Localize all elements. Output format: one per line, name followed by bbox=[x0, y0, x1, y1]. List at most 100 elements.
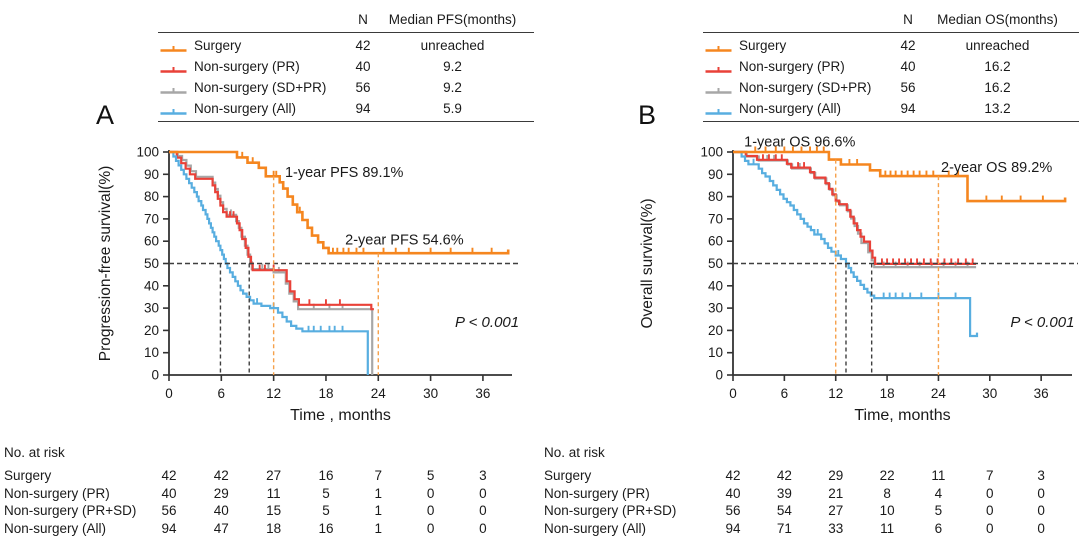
y-tick-label: 90 bbox=[708, 167, 723, 182]
risk-count: 0 bbox=[1037, 503, 1045, 518]
risk-count: 42 bbox=[213, 468, 229, 483]
risk-count: 16 bbox=[318, 520, 334, 536]
risk-count: 0 bbox=[426, 503, 435, 518]
risk-count: 3 bbox=[479, 468, 487, 483]
risk-count: 0 bbox=[479, 503, 487, 518]
risk-count: 0 bbox=[986, 485, 994, 501]
series-surgery bbox=[169, 150, 510, 255]
risk-count: 11 bbox=[931, 468, 946, 483]
y-tick-label: 80 bbox=[144, 189, 159, 204]
annotation-1-year-pfs-89-1: 1-year PFS 89.1% bbox=[285, 165, 404, 181]
x-tick-label: 36 bbox=[1034, 386, 1049, 401]
x-tick-label: 6 bbox=[781, 386, 789, 401]
risk-table-pfs: No. at risk Surgery 42 42 27 16 7 5 3 Non-surgery… bbox=[0, 443, 540, 551]
legend-col-header-n: N bbox=[358, 12, 368, 27]
risk-count: 3 bbox=[1037, 468, 1045, 483]
y-tick-label: 80 bbox=[708, 189, 723, 204]
legend-key-line-icon bbox=[705, 109, 732, 115]
series-surgery bbox=[733, 150, 1067, 203]
risk-table-os: No. at risk Surgery 42 42 29 22 11 7 3 Non-surger… bbox=[540, 443, 1080, 551]
legend-key-line-icon bbox=[160, 88, 187, 94]
censor-ticks-non-surgery-all bbox=[256, 298, 344, 331]
risk-row-non-surgery-pr-sd: Non-surgery (PR+SD) 56 40 15 5 1 0 0 bbox=[0, 502, 540, 519]
risk-count: 0 bbox=[426, 485, 435, 501]
y-tick-label: 0 bbox=[151, 368, 159, 383]
y-tick-label: 40 bbox=[708, 278, 723, 293]
risk-count: 56 bbox=[161, 503, 177, 518]
legend-key-line-icon bbox=[705, 88, 732, 94]
risk-count: 0 bbox=[426, 520, 435, 536]
legend-key-line-icon bbox=[160, 109, 187, 115]
risk-count: 5 bbox=[426, 468, 435, 483]
risk-count: 0 bbox=[479, 520, 487, 536]
legend-median-value: 13.2 bbox=[984, 101, 1011, 116]
risk-count: 47 bbox=[213, 520, 229, 536]
legend-swatch bbox=[160, 40, 187, 61]
y-tick-label: 50 bbox=[708, 256, 723, 271]
risk-count: 56 bbox=[725, 503, 741, 518]
risk-count: 42 bbox=[776, 468, 792, 483]
risk-count: 94 bbox=[725, 520, 741, 536]
panel-label-a: A bbox=[96, 100, 115, 130]
risk-table-title: No. at risk bbox=[544, 445, 605, 460]
risk-count: 10 bbox=[879, 503, 895, 518]
legend-table-pfs: N Median PFS(months) Surgery 42 unreached Non… bbox=[158, 6, 534, 128]
y-tick-label: 20 bbox=[144, 323, 159, 338]
risk-row-non-surgery-pr-sd: Non-surgery (PR+SD) 56 54 27 10 5 0 0 bbox=[540, 502, 1080, 519]
annotation-2-year-pfs-54-6: 2-year PFS 54.6% bbox=[345, 233, 464, 249]
p-value: P < 0.001 bbox=[1010, 314, 1074, 331]
censor-ticks-surgery bbox=[241, 151, 493, 253]
legend-swatch bbox=[705, 103, 732, 124]
y-tick-label: 90 bbox=[144, 167, 159, 182]
os-chart: 0 10 20 30 40 50 60 70 80 90 100 0 6 12 18 24 30 36 Time, … bbox=[639, 134, 1078, 424]
legend-bottom-rule bbox=[158, 121, 534, 122]
legend-header-rule bbox=[158, 32, 534, 33]
legend-n-value: 56 bbox=[355, 80, 371, 95]
risk-row-label: Non-surgery (All) bbox=[544, 520, 647, 536]
legend-median-value: 9.2 bbox=[443, 80, 462, 95]
risk-count: 1 bbox=[374, 485, 383, 501]
x-tick-label: 0 bbox=[165, 386, 173, 401]
annotation-1-year-os-96-6: 1-year OS 96.6% bbox=[744, 134, 855, 150]
legend-row-non-surgery-pr: Non-surgery (PR) 40 9.2 bbox=[158, 56, 534, 77]
risk-count: 0 bbox=[1037, 520, 1045, 536]
risk-count: 5 bbox=[322, 485, 330, 501]
legend-row-non-surgery-all: Non-surgery (All) 94 5.9 bbox=[158, 98, 534, 119]
legend-median-value: 5.9 bbox=[443, 101, 462, 116]
risk-count: 33 bbox=[828, 520, 844, 536]
legend-series-label: Non-surgery (All) bbox=[739, 101, 842, 116]
legend-row-surgery: Surgery 42 unreached bbox=[703, 35, 1079, 56]
legend-median-value: 16.2 bbox=[984, 59, 1011, 74]
risk-row-surgery: Surgery 42 42 29 22 11 7 3 bbox=[540, 467, 1080, 484]
censor-ticks-non-surgery-pr bbox=[229, 211, 341, 305]
risk-count: 7 bbox=[374, 468, 383, 483]
risk-count: 1 bbox=[374, 520, 383, 536]
risk-count: 0 bbox=[986, 503, 994, 518]
y-axis-title: Progression-free survival(%) bbox=[97, 166, 114, 362]
legend-series-label: Surgery bbox=[194, 38, 242, 53]
legend-key-line-icon bbox=[705, 67, 732, 73]
y-tick-label: 20 bbox=[708, 323, 723, 338]
y-tick-label: 30 bbox=[708, 301, 723, 316]
legend-swatch bbox=[160, 61, 187, 82]
panel-label-b: B bbox=[638, 100, 657, 130]
risk-count: 11 bbox=[880, 520, 895, 536]
y-tick-label: 70 bbox=[708, 211, 723, 226]
legend-n-value: 40 bbox=[900, 59, 916, 74]
risk-count: 94 bbox=[161, 520, 177, 536]
risk-count: 11 bbox=[266, 485, 281, 501]
series-non-surgery-sd-pr bbox=[733, 150, 977, 269]
risk-count: 4 bbox=[934, 485, 943, 501]
risk-count: 0 bbox=[1037, 485, 1045, 501]
legend-swatch bbox=[705, 61, 732, 82]
risk-count: 54 bbox=[776, 503, 792, 518]
y-tick-label: 100 bbox=[136, 145, 159, 160]
risk-count: 5 bbox=[322, 503, 330, 518]
legend-series-label: Non-surgery (SD+PR) bbox=[739, 80, 872, 95]
x-tick-label: 18 bbox=[880, 386, 895, 401]
legend-series-label: Non-surgery (PR) bbox=[739, 59, 845, 74]
legend-col-header-median: Median OS(months) bbox=[937, 12, 1058, 27]
x-axis-title: Time, months bbox=[854, 407, 950, 424]
risk-row-label: Surgery bbox=[4, 468, 52, 483]
